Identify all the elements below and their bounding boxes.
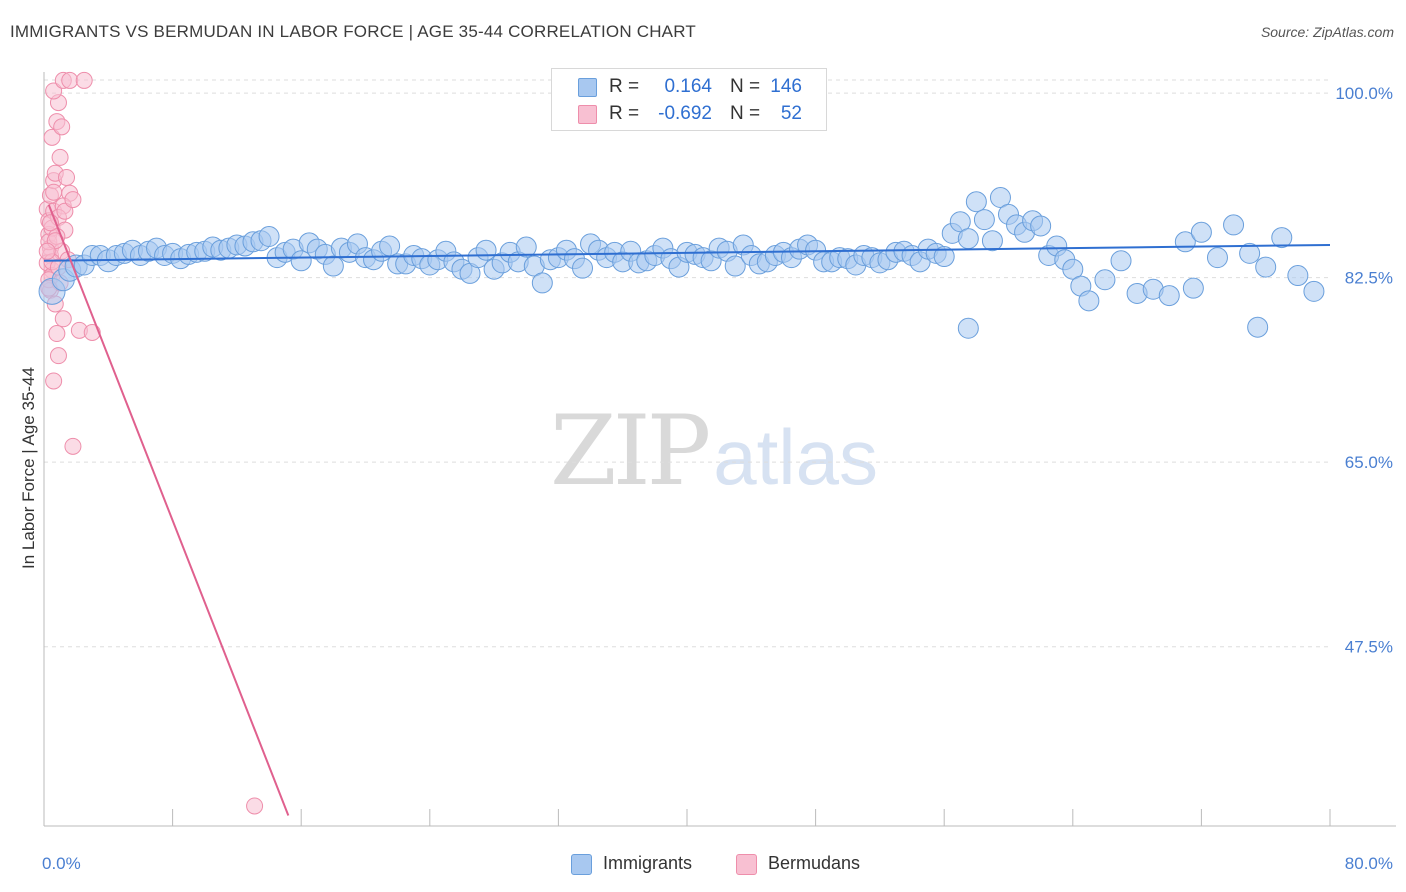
- y-tick-label: 100.0%: [1335, 84, 1393, 103]
- legend-r-value: -0.692: [658, 103, 712, 124]
- immigrants-point: [1303, 280, 1325, 302]
- bermudans-point: [51, 148, 69, 166]
- watermark: ZIPatlas: [550, 395, 878, 507]
- tick-labels: 100.0% 82.5% 65.0% 47.5% 0.0% 80.0%: [42, 84, 1393, 873]
- legend-row-immigrants: R = 0.164 N = 146: [552, 73, 826, 101]
- legend-row-bermudans: R = -0.692 N = 52: [552, 100, 826, 128]
- immigrants-point: [933, 246, 955, 268]
- immigrants-point: [258, 226, 280, 248]
- bermudans-point: [45, 372, 63, 390]
- x-tick-label: 80.0%: [1345, 854, 1393, 873]
- immigrants-point: [515, 236, 537, 258]
- immigrants-point: [572, 257, 594, 279]
- bermudans-point: [54, 310, 72, 328]
- y-axis-label: In Labor Force | Age 35-44: [19, 367, 38, 569]
- y-tick-label: 65.0%: [1345, 453, 1393, 472]
- immigrants-point: [1271, 227, 1293, 249]
- axes: [43, 72, 1396, 827]
- immigrants-point: [290, 250, 312, 272]
- bermudans-point: [58, 168, 76, 186]
- immigrants-point: [981, 230, 1003, 252]
- immigrants-point: [1239, 242, 1261, 264]
- immigrants-point: [1078, 290, 1100, 312]
- immigrants-point: [1223, 214, 1245, 236]
- immigrants-points: [38, 186, 1325, 339]
- y-tick-label: 47.5%: [1345, 638, 1393, 657]
- immigrants-point: [531, 272, 553, 294]
- bermudans-trend-line: [47, 204, 290, 816]
- bermudans-point: [43, 128, 61, 146]
- immigrants-point: [957, 317, 979, 339]
- immigrants-point: [379, 235, 401, 257]
- immigrants-point: [1158, 285, 1180, 307]
- immigrants-point: [475, 239, 497, 261]
- immigrants-point: [1030, 215, 1052, 237]
- source-credit: Source: ZipAtlas.com: [1260, 24, 1394, 40]
- immigrants-point: [1255, 256, 1277, 278]
- bermudans-point: [83, 323, 101, 341]
- immigrants-point: [949, 211, 971, 233]
- immigrants-point: [1247, 316, 1269, 338]
- immigrants-trend-line: [43, 243, 1331, 262]
- immigrants-point: [1287, 265, 1309, 287]
- immigrants-swatch-icon: [578, 78, 597, 97]
- bermudans-point: [246, 797, 264, 815]
- immigrants-point: [965, 191, 987, 213]
- immigrants-point: [1182, 277, 1204, 299]
- gridlines: [44, 79, 1330, 648]
- immigrants-point: [1094, 269, 1116, 291]
- immigrants-point: [724, 255, 746, 277]
- legend-r-value: 0.164: [664, 76, 712, 97]
- immigrants-point: [973, 209, 995, 231]
- bermudans-point: [49, 347, 67, 365]
- y-tick-label: 82.5%: [1345, 269, 1393, 288]
- chart-title: IMMIGRANTS VS BERMUDAN IN LABOR FORCE | …: [10, 22, 696, 41]
- bermudans-points: [38, 71, 264, 815]
- trend-lines: [43, 204, 1331, 816]
- legend-r-label: R =: [609, 76, 640, 97]
- legend-n-label: N =: [730, 76, 761, 97]
- immigrants-point: [957, 228, 979, 250]
- immigrants-point: [1190, 221, 1212, 243]
- legend-n-value: 52: [780, 103, 802, 124]
- immigrants-point: [322, 255, 344, 277]
- bermudans-point: [45, 183, 63, 201]
- bermudans-point: [61, 71, 79, 89]
- x-tick-label: 0.0%: [42, 854, 81, 873]
- legend-n-value: 146: [770, 76, 802, 97]
- watermark-zip: ZIP: [550, 395, 711, 507]
- bermudans-point: [75, 71, 93, 89]
- watermark-atlas: atlas: [713, 413, 878, 501]
- immigrants-point: [1206, 247, 1228, 269]
- bermudans-legend-label: Bermudans: [768, 853, 861, 873]
- bermudans-point: [38, 242, 56, 260]
- bermudans-legend-icon: [736, 854, 757, 875]
- bermudans-point: [48, 325, 66, 343]
- correlation-legend: R = 0.164 N = 146 R = -0.692 N = 52: [551, 68, 827, 131]
- immigrants-point: [1062, 258, 1084, 280]
- immigrants-legend-label: Immigrants: [603, 853, 693, 873]
- bermudans-swatch-icon: [578, 105, 597, 124]
- bermudans-point: [64, 437, 82, 455]
- legend-n-label: N =: [730, 103, 761, 124]
- legend-r-label: R =: [609, 103, 640, 124]
- immigrants-point: [1110, 250, 1132, 272]
- bermudans-point: [53, 118, 71, 136]
- bermudans-point: [45, 82, 63, 100]
- bermudans-point: [56, 202, 74, 220]
- immigrants-point: [989, 186, 1011, 208]
- bermudans-point: [64, 191, 82, 209]
- immigrants-legend-icon: [571, 854, 592, 875]
